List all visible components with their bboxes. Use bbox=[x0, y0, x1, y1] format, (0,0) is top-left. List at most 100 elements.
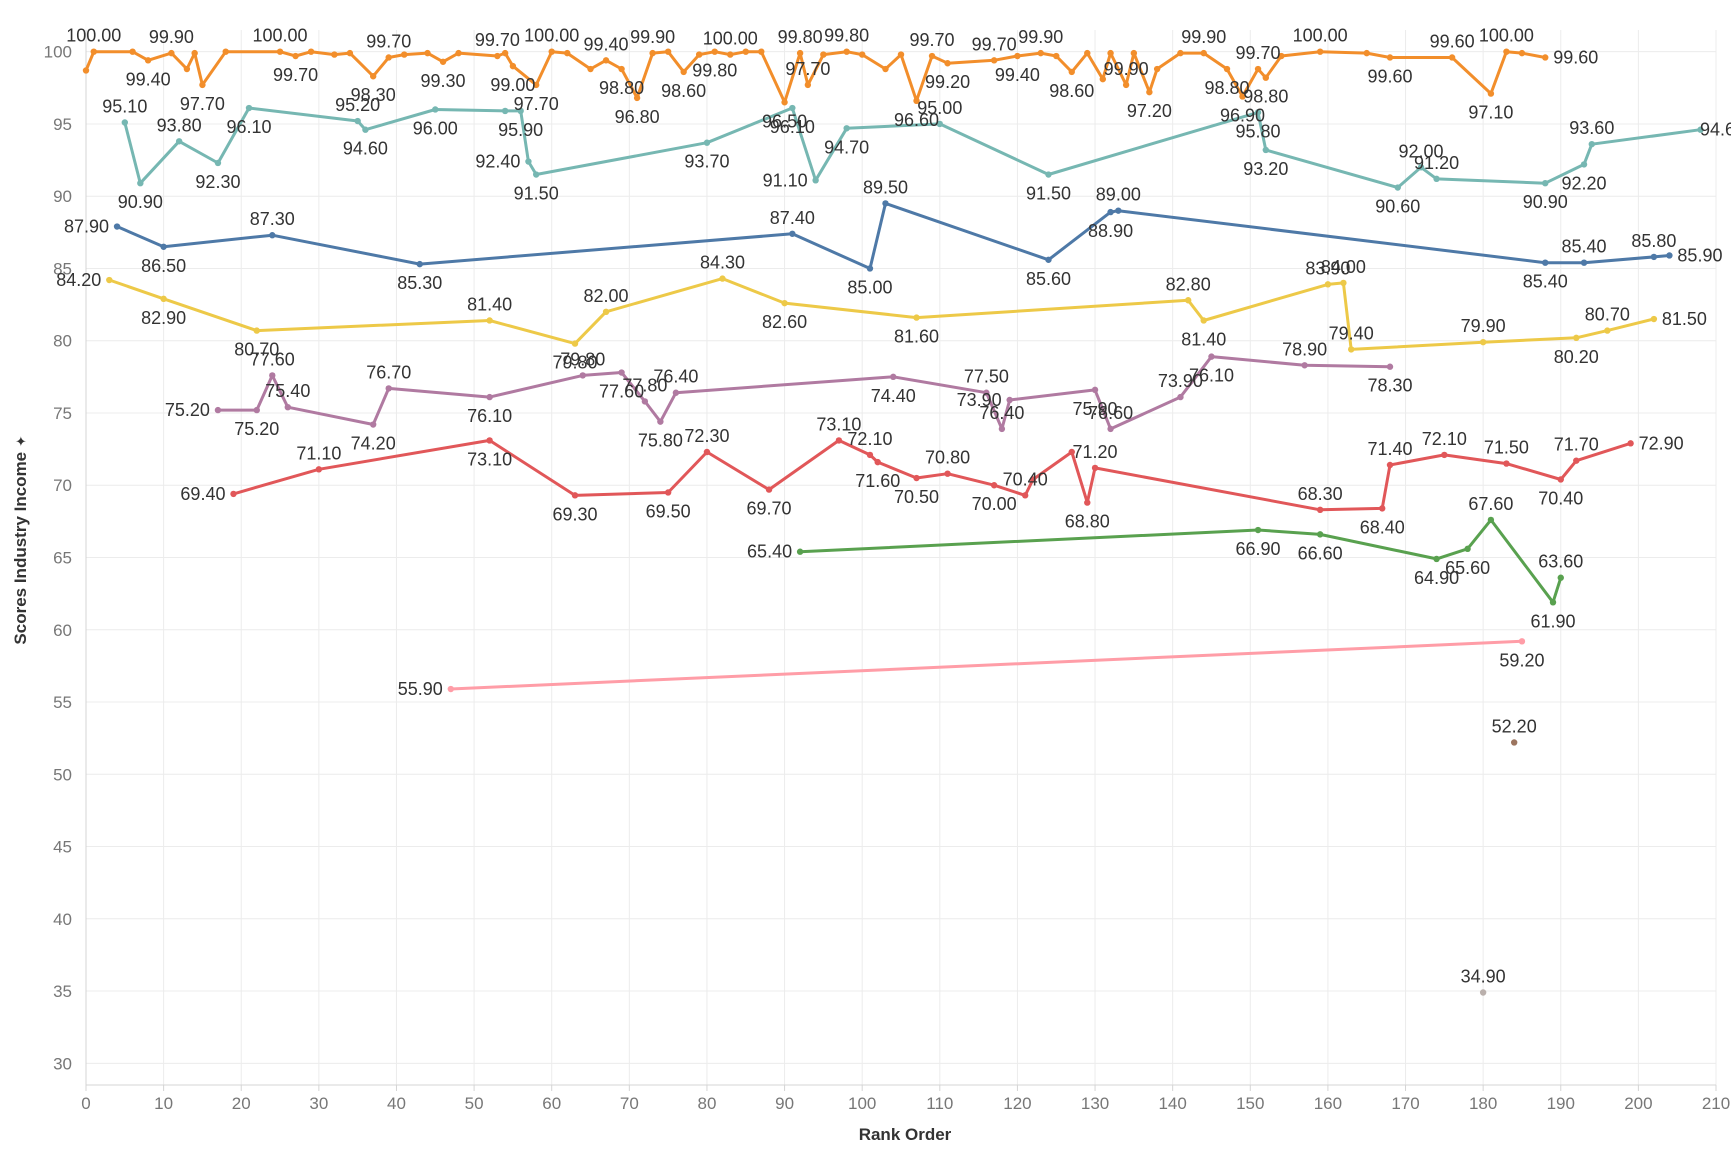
data-point[interactable] bbox=[486, 437, 493, 444]
data-point[interactable] bbox=[1037, 49, 1044, 57]
data-point[interactable] bbox=[106, 276, 113, 284]
data-point[interactable] bbox=[1510, 739, 1518, 746]
data-point[interactable] bbox=[1604, 327, 1611, 334]
data-point[interactable] bbox=[680, 68, 687, 76]
data-point[interactable] bbox=[1347, 346, 1355, 353]
data-point[interactable] bbox=[695, 51, 703, 58]
data-point[interactable] bbox=[501, 49, 509, 57]
data-point[interactable] bbox=[1557, 476, 1564, 483]
data-point[interactable] bbox=[1184, 297, 1192, 304]
data-point[interactable] bbox=[1254, 65, 1262, 73]
data-point[interactable] bbox=[765, 486, 773, 493]
data-point[interactable] bbox=[160, 243, 167, 250]
data-point[interactable] bbox=[525, 158, 532, 165]
data-point[interactable] bbox=[796, 49, 804, 57]
data-point[interactable] bbox=[1666, 252, 1673, 259]
data-point[interactable] bbox=[1518, 49, 1526, 57]
data-point[interactable] bbox=[1542, 54, 1549, 61]
data-point[interactable] bbox=[1542, 259, 1549, 266]
data-point[interactable] bbox=[1386, 363, 1394, 370]
data-point[interactable] bbox=[416, 260, 423, 268]
data-point[interactable] bbox=[369, 421, 377, 428]
data-point[interactable] bbox=[913, 97, 920, 105]
data-point[interactable] bbox=[1363, 49, 1370, 57]
data-point[interactable] bbox=[113, 223, 121, 230]
data-point[interactable] bbox=[1254, 526, 1262, 534]
data-point[interactable] bbox=[1029, 476, 1037, 483]
data-point[interactable] bbox=[432, 106, 439, 113]
data-point[interactable] bbox=[1479, 989, 1487, 996]
data-point[interactable] bbox=[1386, 54, 1394, 61]
data-point[interactable] bbox=[1697, 126, 1704, 133]
data-point[interactable] bbox=[843, 48, 850, 55]
data-point[interactable] bbox=[1503, 460, 1510, 467]
data-point[interactable] bbox=[253, 327, 260, 334]
data-point[interactable] bbox=[1340, 279, 1347, 287]
data-point[interactable] bbox=[812, 177, 819, 184]
data-point[interactable] bbox=[230, 490, 237, 498]
data-point[interactable] bbox=[944, 60, 951, 67]
data-point[interactable] bbox=[1091, 386, 1099, 394]
data-point[interactable] bbox=[1573, 457, 1580, 464]
data-point[interactable] bbox=[1262, 74, 1270, 81]
data-point[interactable] bbox=[1091, 464, 1099, 472]
data-point[interactable] bbox=[843, 125, 850, 132]
data-point[interactable] bbox=[1394, 184, 1401, 191]
data-point[interactable] bbox=[532, 81, 540, 89]
data-point[interactable] bbox=[1316, 506, 1324, 514]
data-point[interactable] bbox=[1068, 68, 1075, 76]
data-point[interactable] bbox=[160, 295, 167, 303]
data-point[interactable] bbox=[664, 48, 672, 55]
data-point[interactable] bbox=[129, 48, 136, 55]
data-point[interactable] bbox=[1223, 65, 1231, 73]
data-point[interactable] bbox=[269, 372, 276, 379]
data-point[interactable] bbox=[455, 49, 462, 57]
data-point[interactable] bbox=[1324, 281, 1332, 288]
data-point[interactable] bbox=[1107, 425, 1114, 433]
data-point[interactable] bbox=[1084, 49, 1091, 57]
data-point[interactable] bbox=[1177, 393, 1184, 401]
data-point[interactable] bbox=[657, 418, 664, 425]
data-point[interactable] bbox=[571, 492, 579, 499]
data-point[interactable] bbox=[1580, 161, 1588, 168]
data-point[interactable] bbox=[913, 314, 920, 321]
data-point[interactable] bbox=[1045, 256, 1052, 263]
data-point[interactable] bbox=[789, 230, 796, 237]
data-point[interactable] bbox=[1099, 75, 1107, 83]
data-point[interactable] bbox=[276, 48, 284, 55]
data-point[interactable] bbox=[641, 398, 649, 405]
data-point[interactable] bbox=[401, 51, 408, 58]
data-point[interactable] bbox=[191, 49, 198, 57]
data-point[interactable] bbox=[998, 425, 1006, 433]
data-point[interactable] bbox=[587, 65, 594, 73]
data-point[interactable] bbox=[1200, 317, 1207, 324]
data-point[interactable] bbox=[1588, 140, 1596, 148]
data-point[interactable] bbox=[796, 548, 804, 555]
data-point[interactable] bbox=[664, 489, 672, 496]
data-point[interactable] bbox=[618, 369, 625, 376]
data-point[interactable] bbox=[1650, 315, 1658, 323]
data-point[interactable] bbox=[571, 340, 579, 347]
data-point[interactable] bbox=[719, 275, 726, 282]
data-point[interactable] bbox=[602, 308, 610, 316]
data-point[interactable] bbox=[424, 49, 431, 57]
data-point[interactable] bbox=[633, 94, 641, 102]
data-point[interactable] bbox=[703, 448, 711, 456]
data-point[interactable] bbox=[447, 685, 455, 693]
data-point[interactable] bbox=[1107, 208, 1114, 216]
data-point[interactable] bbox=[1503, 48, 1510, 55]
data-point[interactable] bbox=[1549, 599, 1557, 606]
data-point[interactable] bbox=[944, 470, 951, 477]
data-point[interactable] bbox=[781, 299, 788, 307]
data-point[interactable] bbox=[1239, 93, 1246, 100]
data-point[interactable] bbox=[564, 49, 571, 57]
data-point[interactable] bbox=[532, 171, 540, 178]
data-point[interactable] bbox=[253, 406, 260, 414]
data-point[interactable] bbox=[121, 119, 129, 126]
data-point[interactable] bbox=[1627, 440, 1634, 447]
data-point[interactable] bbox=[1518, 638, 1526, 645]
data-point[interactable] bbox=[835, 437, 843, 444]
data-point[interactable] bbox=[781, 99, 788, 106]
data-point[interactable] bbox=[1068, 448, 1075, 456]
data-point[interactable] bbox=[742, 48, 749, 55]
